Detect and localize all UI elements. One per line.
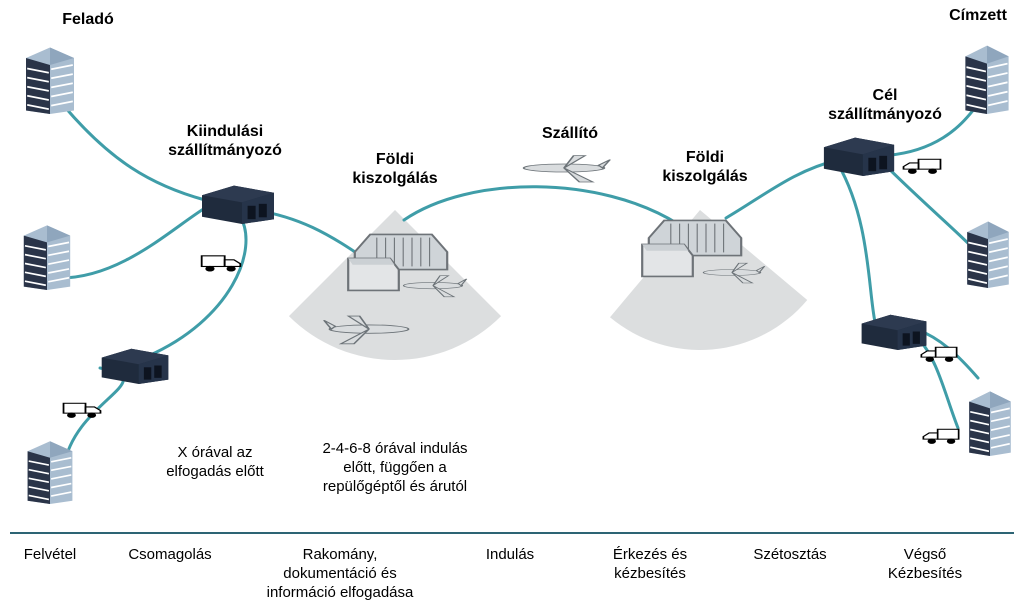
label-ground-2: Földi kiszolgálás [640,148,770,186]
sender-building-icon [18,222,76,290]
recipient-building-icon [964,388,1016,456]
label-recipient: Címzett [938,6,1018,25]
caption-hours: X órával az elfogadás előtt [130,444,300,482]
airplane-icon [398,268,468,300]
sender-building-icon [22,438,78,504]
carrier-airplane-icon [516,146,612,186]
label-origin-forwarder: Kiindulási szállítmányozó [150,122,300,160]
recipient-building-icon [960,42,1014,114]
label-dest-forwarder: Cél szállítmányozó [810,86,960,124]
timeline-step: Rakomány, dokumentáció és információ elf… [240,546,440,602]
caption-depends: 2-4-6-8 órával indulás előtt, függően a … [280,440,510,496]
timeline-step: Végső Kézbesítés [860,546,990,584]
airplane-icon [698,256,766,286]
timeline-step: Szétosztás [720,546,860,565]
label-carrier: Szállító [510,124,630,143]
sender-building-icon [20,44,80,114]
truck-icon [198,248,244,276]
timeline-step: Érkezés és kézbesítés [580,546,720,584]
truck-icon [918,340,960,366]
timeline-step: Csomagolás [100,546,240,565]
diagram-stage: Feladó Címzett Kiindulási szállítmányozó… [0,0,1024,613]
label-ground-1: Földi kiszolgálás [330,150,460,188]
truck-icon [920,422,962,448]
truck-icon [60,396,104,422]
timeline-step: Felvétel [0,546,100,565]
timeline-step: Indulás [440,546,580,565]
label-sender: Feladó [48,10,128,29]
timeline-axis [10,532,1014,534]
recipient-building-icon [962,218,1014,288]
truck-icon [900,152,944,178]
warehouse-icon [198,176,278,224]
timeline-steps: FelvételCsomagolásRakomány, dokumentáció… [0,546,1024,602]
warehouse-icon [820,128,898,176]
airplane-icon [322,306,416,348]
warehouse-icon [98,340,172,384]
